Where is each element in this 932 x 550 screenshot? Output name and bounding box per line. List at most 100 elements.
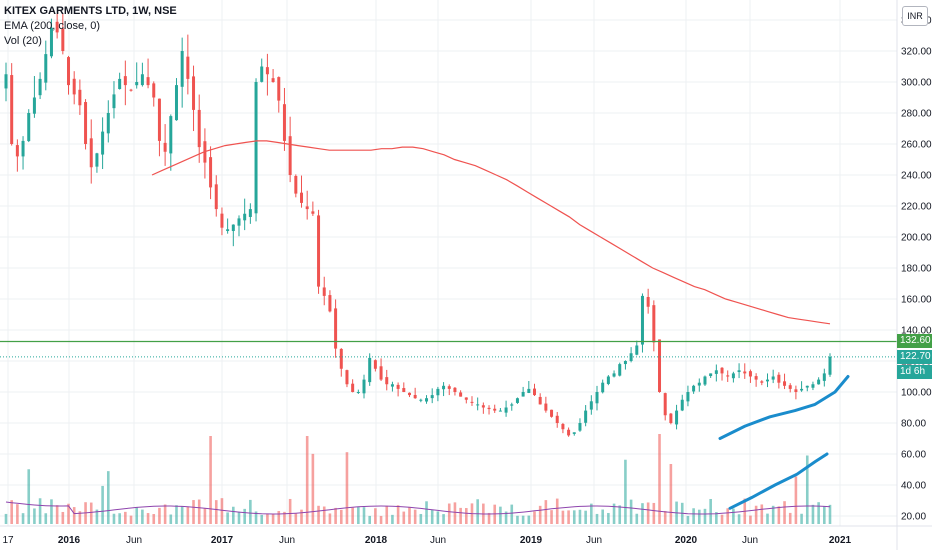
volume-bar [141, 509, 144, 524]
candle-body [197, 109, 201, 148]
candle-body [413, 394, 417, 399]
candle-body [692, 385, 696, 392]
candle-body [817, 379, 821, 385]
volume-bar [402, 511, 406, 524]
symbol-title[interactable]: KITEX GARMENTS LTD, 1W, NSE [4, 5, 177, 17]
volume-bar [72, 507, 76, 524]
volume-bar [476, 499, 479, 524]
candle-body [373, 360, 377, 369]
candle-body [442, 385, 446, 390]
ema-legend[interactable]: EMA (200, close, 0) [4, 20, 100, 32]
candle-body [169, 116, 173, 154]
candle-body [697, 382, 701, 386]
volume-bar [260, 514, 264, 524]
candle-body [794, 389, 798, 392]
volume-bar [322, 506, 326, 524]
volume-bar [345, 452, 349, 524]
volume-bar [283, 511, 286, 524]
candle-body [765, 379, 769, 382]
volume-bar [112, 513, 116, 524]
candle-body [311, 211, 315, 214]
candle-body [368, 357, 372, 383]
volume-bar [288, 498, 292, 524]
price-tick-label: 300.00 [901, 78, 932, 89]
candle-body [209, 157, 213, 188]
candle-body [783, 381, 787, 386]
volume-bar [715, 512, 718, 524]
volume-bar [339, 509, 343, 524]
volume-bar [516, 515, 519, 524]
volume-bar [192, 500, 195, 524]
volume-bar [527, 515, 531, 524]
candle-body [38, 78, 42, 96]
candle-body [231, 224, 235, 232]
volume-bar [368, 515, 371, 524]
volume-bar [391, 514, 394, 524]
last-price-badge: 122.70 [897, 349, 932, 364]
volume-bar [124, 511, 127, 524]
candle-body [646, 296, 650, 307]
volume-bar [823, 506, 826, 524]
volume-bar [374, 508, 377, 524]
volume-bar [180, 506, 184, 524]
price-tick-label: 320.00 [901, 47, 932, 58]
candle-body [589, 401, 593, 410]
volume-bar [544, 500, 548, 524]
candle-body [396, 384, 400, 389]
candle-body [635, 345, 639, 355]
candle-body [288, 136, 292, 175]
time-axis[interactable]: 17 2016 Jun 2017 Jun 2018 Jun 2019 Jun 2020 Jun 202… [2, 535, 851, 546]
candle-body [595, 392, 599, 404]
candle-body [544, 403, 548, 411]
time-tick-label: Jun [586, 535, 602, 546]
candle-body [129, 89, 133, 91]
volume-bar [16, 504, 19, 524]
time-tick-label: 2016 [58, 535, 81, 546]
volume-bar [550, 510, 553, 524]
volume-legend[interactable]: Vol (20) [4, 35, 42, 47]
price-tick-label: 180.00 [901, 264, 932, 275]
candle-body [726, 375, 730, 377]
candle-body [640, 295, 644, 345]
volume-bar [709, 498, 712, 524]
candle-body [339, 348, 343, 369]
candle-body [345, 370, 349, 385]
volume-bar [385, 505, 389, 524]
overlays [0, 140, 897, 515]
candle-body [481, 405, 485, 408]
candle-body [61, 28, 65, 51]
volume-bar [237, 511, 241, 524]
volume-bar [686, 515, 690, 524]
candle-body [788, 385, 792, 389]
candle-body [379, 366, 383, 380]
candle-body [174, 85, 178, 121]
candle-body [686, 392, 690, 402]
volume-bar [612, 503, 616, 524]
volume-bar [447, 503, 451, 524]
volume-bar [658, 434, 661, 524]
volume-bar [254, 511, 258, 524]
candle-body [510, 404, 514, 406]
candle-body [419, 399, 423, 401]
candle-body [658, 339, 662, 392]
volume-bar [351, 507, 354, 524]
candle-body [567, 429, 571, 436]
volume-bar [334, 507, 337, 524]
time-tick-label: 17 [2, 535, 14, 546]
candle-body [10, 75, 14, 144]
candle-body [476, 404, 480, 406]
price-tick-label: 40.00 [901, 481, 926, 492]
price-tick-label: 260.00 [901, 140, 932, 151]
candle-body [356, 392, 360, 393]
candle-body [402, 388, 406, 392]
price-tick-label: 220.00 [901, 202, 932, 213]
currency-button[interactable]: INR [902, 6, 928, 26]
volume-bar [89, 502, 93, 524]
candle-body [260, 66, 264, 82]
price-tick-label: 100.00 [901, 388, 932, 399]
candle-body [157, 98, 161, 141]
candle-body [300, 192, 304, 203]
price-axis[interactable]: 20.0040.0060.0080.00100.00120.00140.0016… [901, 16, 932, 523]
candle-body [550, 409, 554, 417]
